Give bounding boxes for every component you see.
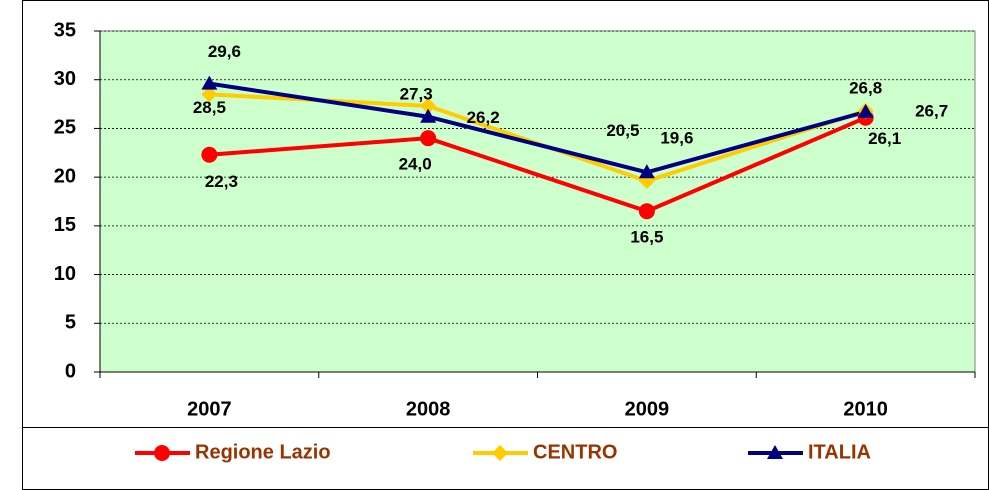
data-label: 20,5 (606, 121, 639, 140)
marker (857, 103, 874, 118)
y-tick-label: 15 (54, 214, 76, 236)
x-tick-label: 2008 (406, 398, 451, 420)
marker (767, 445, 783, 459)
marker (201, 75, 218, 90)
data-label: 26,7 (915, 101, 948, 120)
line (209, 81, 867, 175)
marker (201, 86, 218, 103)
legend-label: CENTRO (533, 441, 617, 463)
y-tick-label: 25 (54, 117, 76, 139)
data-label: 16,5 (630, 228, 663, 247)
legend (22, 427, 989, 490)
data-label: 24,0 (399, 155, 432, 174)
y-tick-label: 30 (54, 68, 76, 90)
marker (154, 445, 170, 461)
marker (420, 130, 437, 147)
y-tick-label: 20 (54, 165, 76, 187)
marker (201, 146, 218, 163)
data-label: 27,3 (400, 85, 433, 104)
plot-area (99, 30, 976, 373)
x-tick-label: 2007 (187, 398, 232, 420)
x-tick-label: 2009 (625, 398, 670, 420)
data-label: 19,6 (660, 129, 693, 148)
y-tick-label: 0 (65, 360, 76, 382)
legend-label: Regione Lazio (195, 441, 331, 463)
marker (420, 108, 437, 123)
marker (638, 164, 655, 179)
legend-label: ITALIA (808, 441, 871, 463)
data-label: 26,1 (868, 129, 901, 148)
line (209, 115, 867, 214)
data-label: 28,5 (193, 98, 226, 117)
y-tick-label: 35 (54, 19, 76, 41)
x-tick-label: 2010 (843, 398, 888, 420)
y-tick-label: 10 (54, 263, 76, 285)
y-tick-label: 5 (65, 312, 76, 334)
marker (420, 98, 437, 115)
data-label: 26,2 (467, 108, 500, 127)
marker (638, 203, 655, 220)
data-label: 22,3 (205, 172, 238, 191)
marker (492, 445, 508, 461)
data-label: 29,6 (208, 42, 241, 61)
data-label: 26,8 (849, 78, 882, 97)
